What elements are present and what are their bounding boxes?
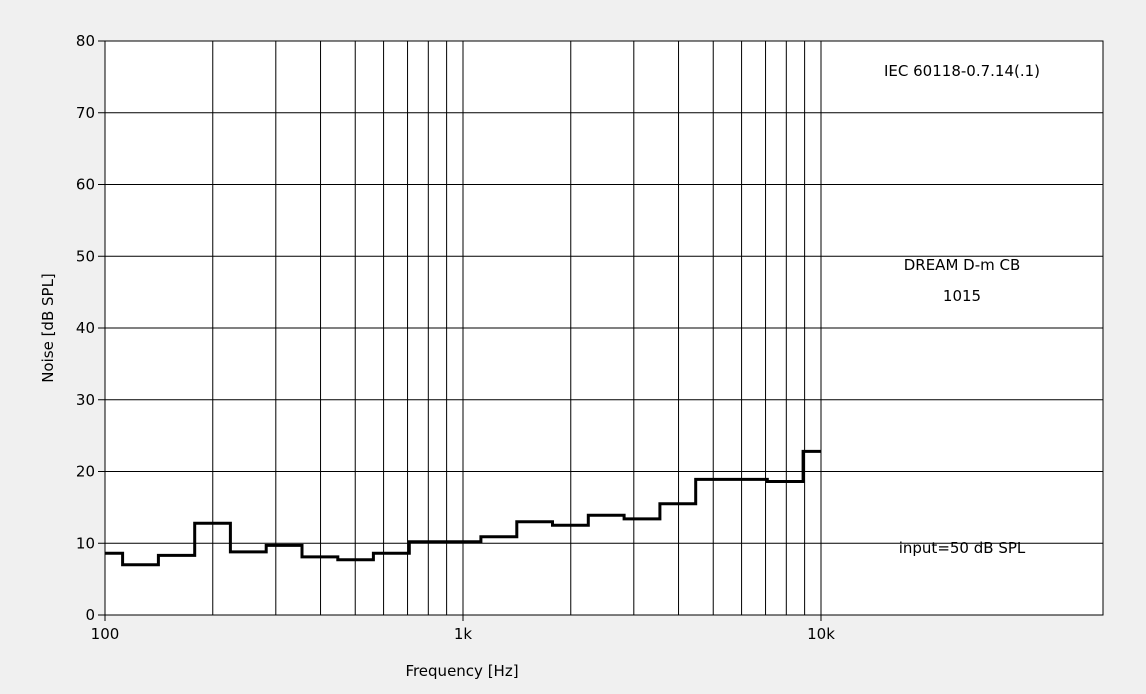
y-tick-label: 40 bbox=[76, 319, 95, 337]
x-tick-label: 1k bbox=[454, 625, 473, 643]
input-annotation: input=50 dB SPL bbox=[899, 539, 1026, 557]
noise-step-line bbox=[105, 449, 821, 567]
y-tick-label: 10 bbox=[76, 534, 95, 552]
x-tick-label: 10k bbox=[807, 625, 835, 643]
y-tick-label: 80 bbox=[76, 32, 95, 50]
standard-annotation: IEC 60118-0.7.14(.1) bbox=[884, 62, 1040, 80]
y-tick-label: 30 bbox=[76, 391, 95, 409]
y-ticks: 0 10 20 30 40 50 60 70 80 bbox=[76, 32, 105, 624]
y-tick-label: 70 bbox=[76, 104, 95, 122]
grid-lines bbox=[105, 41, 1103, 615]
y-tick-label: 60 bbox=[76, 176, 95, 194]
x-axis-title: Frequency [Hz] bbox=[405, 662, 518, 680]
x-ticks: 100 1k 10k bbox=[91, 615, 835, 643]
device-name-annotation: DREAM D-m CB bbox=[904, 256, 1021, 274]
series-layer bbox=[105, 449, 821, 567]
y-axis-title: Noise [dB SPL] bbox=[39, 273, 57, 383]
y-tick-label: 50 bbox=[76, 247, 95, 265]
device-id-annotation: 1015 bbox=[943, 287, 981, 305]
y-tick-label: 0 bbox=[85, 606, 95, 624]
y-tick-label: 20 bbox=[76, 463, 95, 481]
x-tick-label: 100 bbox=[91, 625, 120, 643]
